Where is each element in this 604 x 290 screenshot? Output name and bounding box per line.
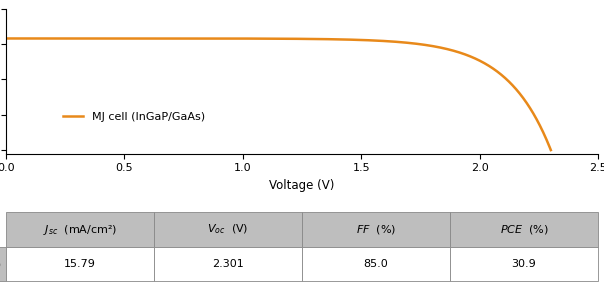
MJ cell (InGaP/GaAs) bbox=[193, 37, 201, 40]
MJ cell (InGaP/GaAs) bbox=[76, 37, 83, 40]
Legend: MJ cell (InGaP/GaAs): MJ cell (InGaP/GaAs) bbox=[59, 108, 210, 126]
MJ cell (InGaP/GaAs) bbox=[28, 37, 36, 40]
X-axis label: Voltage (V): Voltage (V) bbox=[269, 179, 335, 192]
MJ cell (InGaP/GaAs) bbox=[547, 148, 554, 152]
MJ cell (InGaP/GaAs) bbox=[50, 37, 57, 40]
Line: MJ cell (InGaP/GaAs): MJ cell (InGaP/GaAs) bbox=[6, 39, 551, 150]
MJ cell (InGaP/GaAs) bbox=[10, 37, 17, 40]
MJ cell (InGaP/GaAs) bbox=[2, 37, 10, 40]
MJ cell (InGaP/GaAs) bbox=[458, 51, 465, 55]
